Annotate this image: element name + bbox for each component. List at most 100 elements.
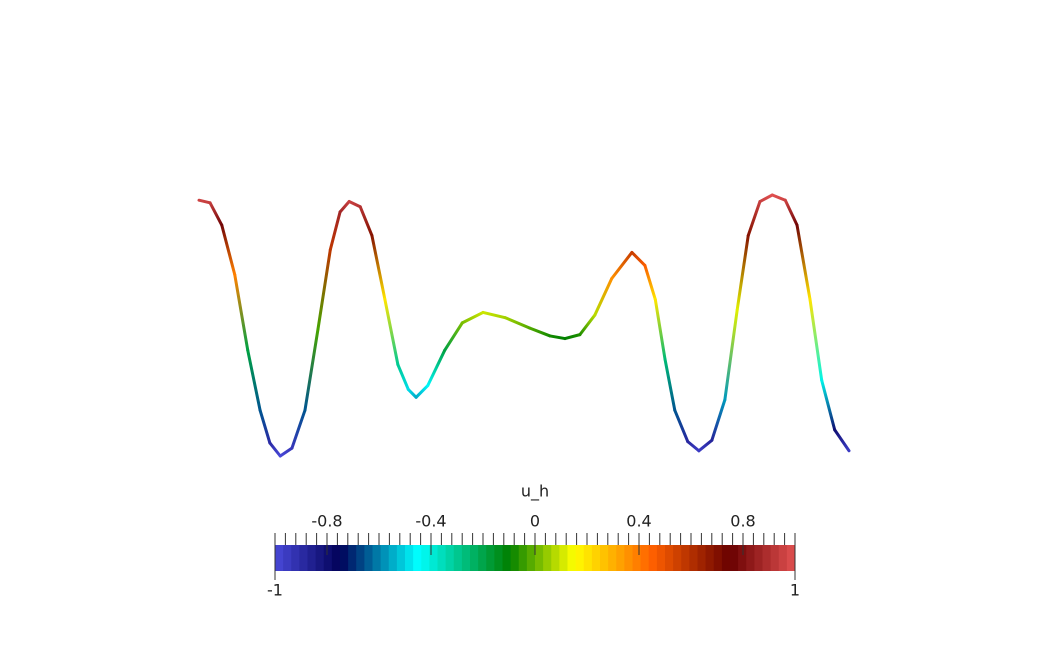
colorbar-band bbox=[437, 545, 447, 571]
curve-segment bbox=[406, 387, 418, 399]
curve-segment bbox=[653, 297, 667, 361]
colorbar-band bbox=[656, 545, 666, 571]
colorbar-band bbox=[640, 545, 650, 571]
colorbar-band bbox=[323, 545, 333, 571]
colorbar-band bbox=[413, 545, 422, 571]
colorbar-band bbox=[461, 545, 471, 571]
colorbar-band bbox=[348, 545, 357, 571]
colorbar-band bbox=[591, 545, 601, 571]
curve-segment bbox=[303, 327, 320, 412]
colorbar-band bbox=[575, 545, 585, 571]
colorbar-band bbox=[632, 545, 642, 571]
curve-segment bbox=[481, 310, 507, 320]
colorbar-range-label: 1 bbox=[790, 581, 800, 600]
colorbar-band bbox=[721, 545, 731, 571]
colorbar-band bbox=[372, 545, 382, 571]
curve-segment bbox=[735, 233, 750, 312]
colorbar-band bbox=[624, 545, 633, 571]
colorbar-band bbox=[291, 545, 300, 571]
colorbar-band bbox=[307, 545, 317, 571]
colorbar-range-label: -1 bbox=[267, 581, 283, 600]
colorbar-band bbox=[486, 545, 495, 571]
curve-segment bbox=[278, 446, 294, 458]
colorbar-tick-label: -0.8 bbox=[311, 512, 342, 531]
curve-segment bbox=[503, 316, 532, 330]
colorbar-band bbox=[380, 545, 390, 571]
colorbar-band bbox=[364, 545, 373, 571]
colorbar-band bbox=[600, 545, 609, 571]
curve-segment bbox=[723, 308, 739, 402]
colorbar-band bbox=[648, 545, 658, 571]
curve-segment bbox=[593, 277, 614, 317]
colorbar-band bbox=[526, 545, 536, 571]
curve-segment bbox=[746, 200, 762, 237]
colorbar-band bbox=[299, 545, 308, 571]
curve-segment bbox=[396, 363, 410, 391]
colorbar-band bbox=[331, 545, 341, 571]
curve-segment bbox=[443, 321, 464, 352]
colorbar-band bbox=[551, 545, 560, 571]
colorbar-tick-label: 0.8 bbox=[730, 512, 755, 531]
colorbar-band bbox=[567, 545, 577, 571]
curve-segment bbox=[347, 200, 362, 209]
curve-segment bbox=[663, 357, 677, 412]
curve-segment bbox=[630, 250, 647, 267]
colorbar-band bbox=[494, 545, 503, 571]
curve-segment bbox=[686, 440, 701, 453]
colorbar-band bbox=[616, 545, 625, 571]
colorbar-band bbox=[283, 545, 292, 571]
curve-segment bbox=[290, 408, 307, 450]
colorbar-band bbox=[421, 545, 430, 571]
colorbar-band bbox=[673, 545, 682, 571]
colorbar-band bbox=[697, 545, 707, 571]
colorbar-band bbox=[453, 545, 463, 571]
curve-segment bbox=[795, 223, 812, 301]
curve-segment bbox=[383, 297, 400, 367]
curve-segment bbox=[610, 250, 634, 281]
curve-segment bbox=[328, 210, 342, 252]
colorbar-band bbox=[705, 545, 715, 571]
colorbar-band bbox=[665, 545, 674, 571]
colorbar-band bbox=[730, 545, 739, 571]
curve-segment bbox=[258, 408, 272, 445]
curve-segment bbox=[197, 198, 212, 205]
colorbar-band bbox=[770, 545, 780, 571]
curve-segment bbox=[426, 348, 447, 388]
colorbar-band bbox=[559, 545, 568, 571]
curve-segment bbox=[758, 193, 774, 204]
colorbar-band bbox=[275, 545, 284, 571]
colorbar-band bbox=[356, 545, 365, 571]
curve-segment bbox=[528, 326, 552, 338]
curve-segment bbox=[338, 200, 351, 214]
curve-segment bbox=[548, 334, 567, 341]
curve-segment bbox=[697, 438, 714, 453]
curve-segment bbox=[770, 193, 787, 202]
colorbar-band bbox=[786, 545, 796, 571]
curve-segment bbox=[220, 223, 237, 277]
colorbar-band bbox=[445, 545, 455, 571]
colorbar-band bbox=[778, 545, 788, 571]
curve-segment bbox=[673, 408, 690, 444]
colorbar-band bbox=[470, 545, 479, 571]
curve-segment bbox=[578, 313, 597, 337]
colorbar-band bbox=[738, 545, 747, 571]
curve-segment bbox=[370, 233, 387, 301]
colorbar-band bbox=[502, 545, 512, 571]
curve-segment bbox=[820, 378, 837, 432]
curve-segment bbox=[208, 201, 224, 227]
colorbar-band bbox=[608, 545, 617, 571]
colorbar-band bbox=[583, 545, 593, 571]
curve-segment bbox=[460, 310, 485, 325]
colorbar-band bbox=[396, 545, 406, 571]
colorbar-band bbox=[518, 545, 528, 571]
colorbar-band bbox=[388, 545, 398, 571]
colorbar-band bbox=[478, 545, 487, 571]
colorbar-tick-label: 0.4 bbox=[626, 512, 651, 531]
colorbar-band bbox=[689, 545, 698, 571]
colorbar-tick-label: -0.4 bbox=[415, 512, 446, 531]
curve-segment bbox=[783, 198, 799, 227]
colorbar-band bbox=[713, 545, 723, 571]
curve-segment bbox=[316, 248, 332, 331]
curve-segment bbox=[710, 398, 727, 442]
